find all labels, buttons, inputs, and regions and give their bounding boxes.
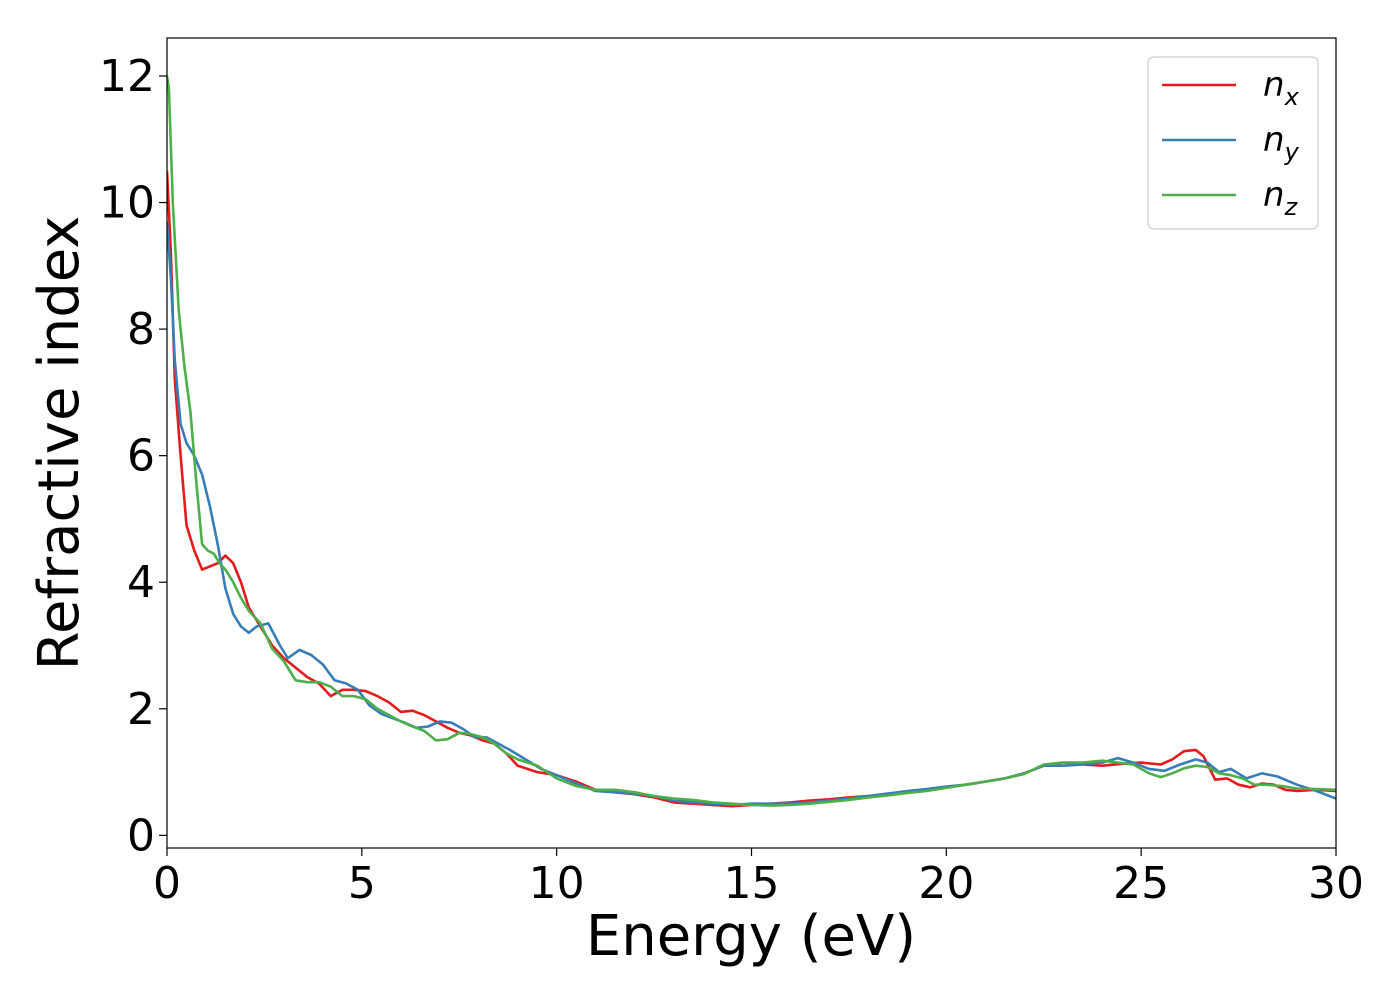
y-tick-label: 10: [99, 178, 155, 229]
x-tick-label: 5: [348, 858, 376, 909]
y-tick-label: 12: [99, 51, 155, 102]
series-line-n-z: [167, 75, 1336, 807]
x-tick-label: 25: [1113, 858, 1169, 909]
legend: nx ny nz: [1147, 56, 1319, 230]
x-tick-label: 20: [918, 858, 974, 909]
legend-label-n-y: ny: [1263, 120, 1300, 166]
legend-box: [1147, 56, 1319, 230]
x-axis-ticks: 0 5 10 15 20 25 30: [153, 848, 1364, 909]
y-tick-label: 0: [127, 810, 155, 861]
plot-lines: [167, 75, 1336, 808]
y-axis-ticks: 0 2 4 6 8 10 12: [99, 51, 167, 861]
series-line-n-x: [167, 170, 1336, 808]
y-tick-label: 6: [127, 431, 155, 482]
series-line-n-y: [167, 221, 1336, 807]
x-tick-label: 30: [1308, 858, 1364, 909]
legend-items: nx ny nz: [1162, 65, 1300, 221]
x-tick-label: 0: [153, 858, 181, 909]
y-axis-title: Refractive index: [27, 216, 92, 671]
y-tick-label: 8: [127, 304, 155, 355]
legend-label-n-x: nx: [1263, 65, 1300, 111]
x-axis-title: Energy (eV): [586, 904, 916, 969]
y-tick-label: 4: [127, 557, 155, 608]
x-tick-label: 15: [724, 858, 780, 909]
y-tick-label: 2: [127, 684, 155, 735]
x-tick-label: 10: [529, 858, 585, 909]
legend-label-n-z: nz: [1263, 175, 1299, 221]
